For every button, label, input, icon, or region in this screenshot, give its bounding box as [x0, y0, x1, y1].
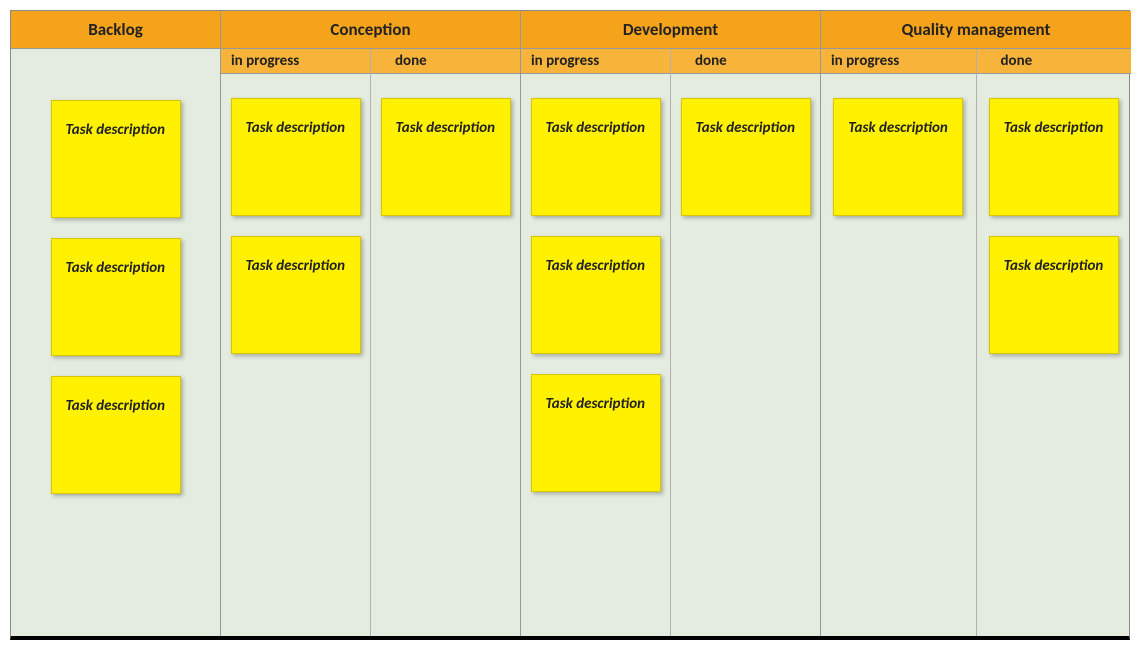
subcolumn-header-conception-in-progress: in progress [221, 49, 370, 74]
task-card-text: Task description [546, 257, 646, 275]
task-card[interactable]: Task description [51, 376, 181, 494]
lane-development-done[interactable]: Task description [671, 74, 820, 636]
lane-conception-in-progress[interactable]: Task description Task description [221, 74, 370, 636]
task-card-text: Task description [66, 121, 166, 139]
task-card[interactable]: Task description [231, 98, 361, 216]
subcolumn-header-conception-done: done [371, 49, 520, 74]
task-card[interactable]: Task description [833, 98, 963, 216]
task-card-text: Task description [1004, 119, 1104, 137]
subcolumn-conception-done: done Task description [371, 49, 520, 636]
task-card-text: Task description [696, 119, 796, 137]
task-card-text: Task description [246, 119, 346, 137]
lane-quality-in-progress[interactable]: Task description [821, 74, 976, 636]
column-header-backlog: Backlog [11, 11, 220, 49]
subcolumns-development: in progressTask descriptionTask descript… [521, 49, 820, 636]
subcolumn-quality-in-progress: in progress Task description [821, 49, 977, 636]
subcolumn-header-development-done: done [671, 49, 820, 74]
subcolumns-conception: in progressTask descriptionTask descript… [221, 49, 520, 636]
subheader-spacer [11, 49, 220, 76]
subcolumns-quality: in progressTask descriptiondoneTask desc… [821, 49, 1131, 636]
lane-backlog[interactable]: Task description Task description Task des… [11, 76, 220, 636]
task-card[interactable]: Task description [989, 236, 1119, 354]
subcolumn-development-done: done Task description [671, 49, 820, 636]
subcolumn-header-quality-in-progress: in progress [821, 49, 976, 74]
column-quality: Quality managementin progressTask descri… [821, 11, 1131, 636]
column-header-quality: Quality management [821, 11, 1131, 49]
subcolumn-quality-done: done Task description Task description [977, 49, 1132, 636]
task-card-text: Task description [246, 257, 346, 275]
task-card[interactable]: Task description [531, 374, 661, 492]
task-card[interactable]: Task description [231, 236, 361, 354]
task-card-text: Task description [546, 395, 646, 413]
subcolumn-conception-in-progress: in progressTask descriptionTask descript… [221, 49, 371, 636]
task-card[interactable]: Task description [381, 98, 511, 216]
task-card[interactable]: Task description [681, 98, 811, 216]
task-card-text: Task description [848, 119, 948, 137]
kanban-board: BacklogTask descriptionTask descriptionT… [10, 10, 1130, 640]
subcolumn-header-development-in-progress: in progress [521, 49, 670, 74]
lane-development-in-progress[interactable]: Task description Task description Task des… [521, 74, 670, 636]
column-development: Developmentin progressTask descriptionTa… [521, 11, 821, 636]
lane-quality-done[interactable]: Task description Task description [977, 74, 1132, 636]
column-header-conception: Conception [221, 11, 520, 49]
task-card[interactable]: Task description [531, 98, 661, 216]
task-card-text: Task description [546, 119, 646, 137]
task-card[interactable]: Task description [51, 238, 181, 356]
column-header-development: Development [521, 11, 820, 49]
task-card[interactable]: Task description [531, 236, 661, 354]
column-backlog: BacklogTask descriptionTask descriptionT… [11, 11, 221, 636]
task-card[interactable]: Task description [989, 98, 1119, 216]
subcolumn-development-in-progress: in progressTask descriptionTask descript… [521, 49, 671, 636]
task-card-text: Task description [1004, 257, 1104, 275]
column-conception: Conceptionin progressTask descriptionTas… [221, 11, 521, 636]
task-card-text: Task description [396, 119, 496, 137]
task-card-text: Task description [66, 397, 166, 415]
lane-conception-done[interactable]: Task description [371, 74, 520, 636]
task-card-text: Task description [66, 259, 166, 277]
subcolumn-header-quality-done: done [977, 49, 1132, 74]
task-card[interactable]: Task description [51, 100, 181, 218]
